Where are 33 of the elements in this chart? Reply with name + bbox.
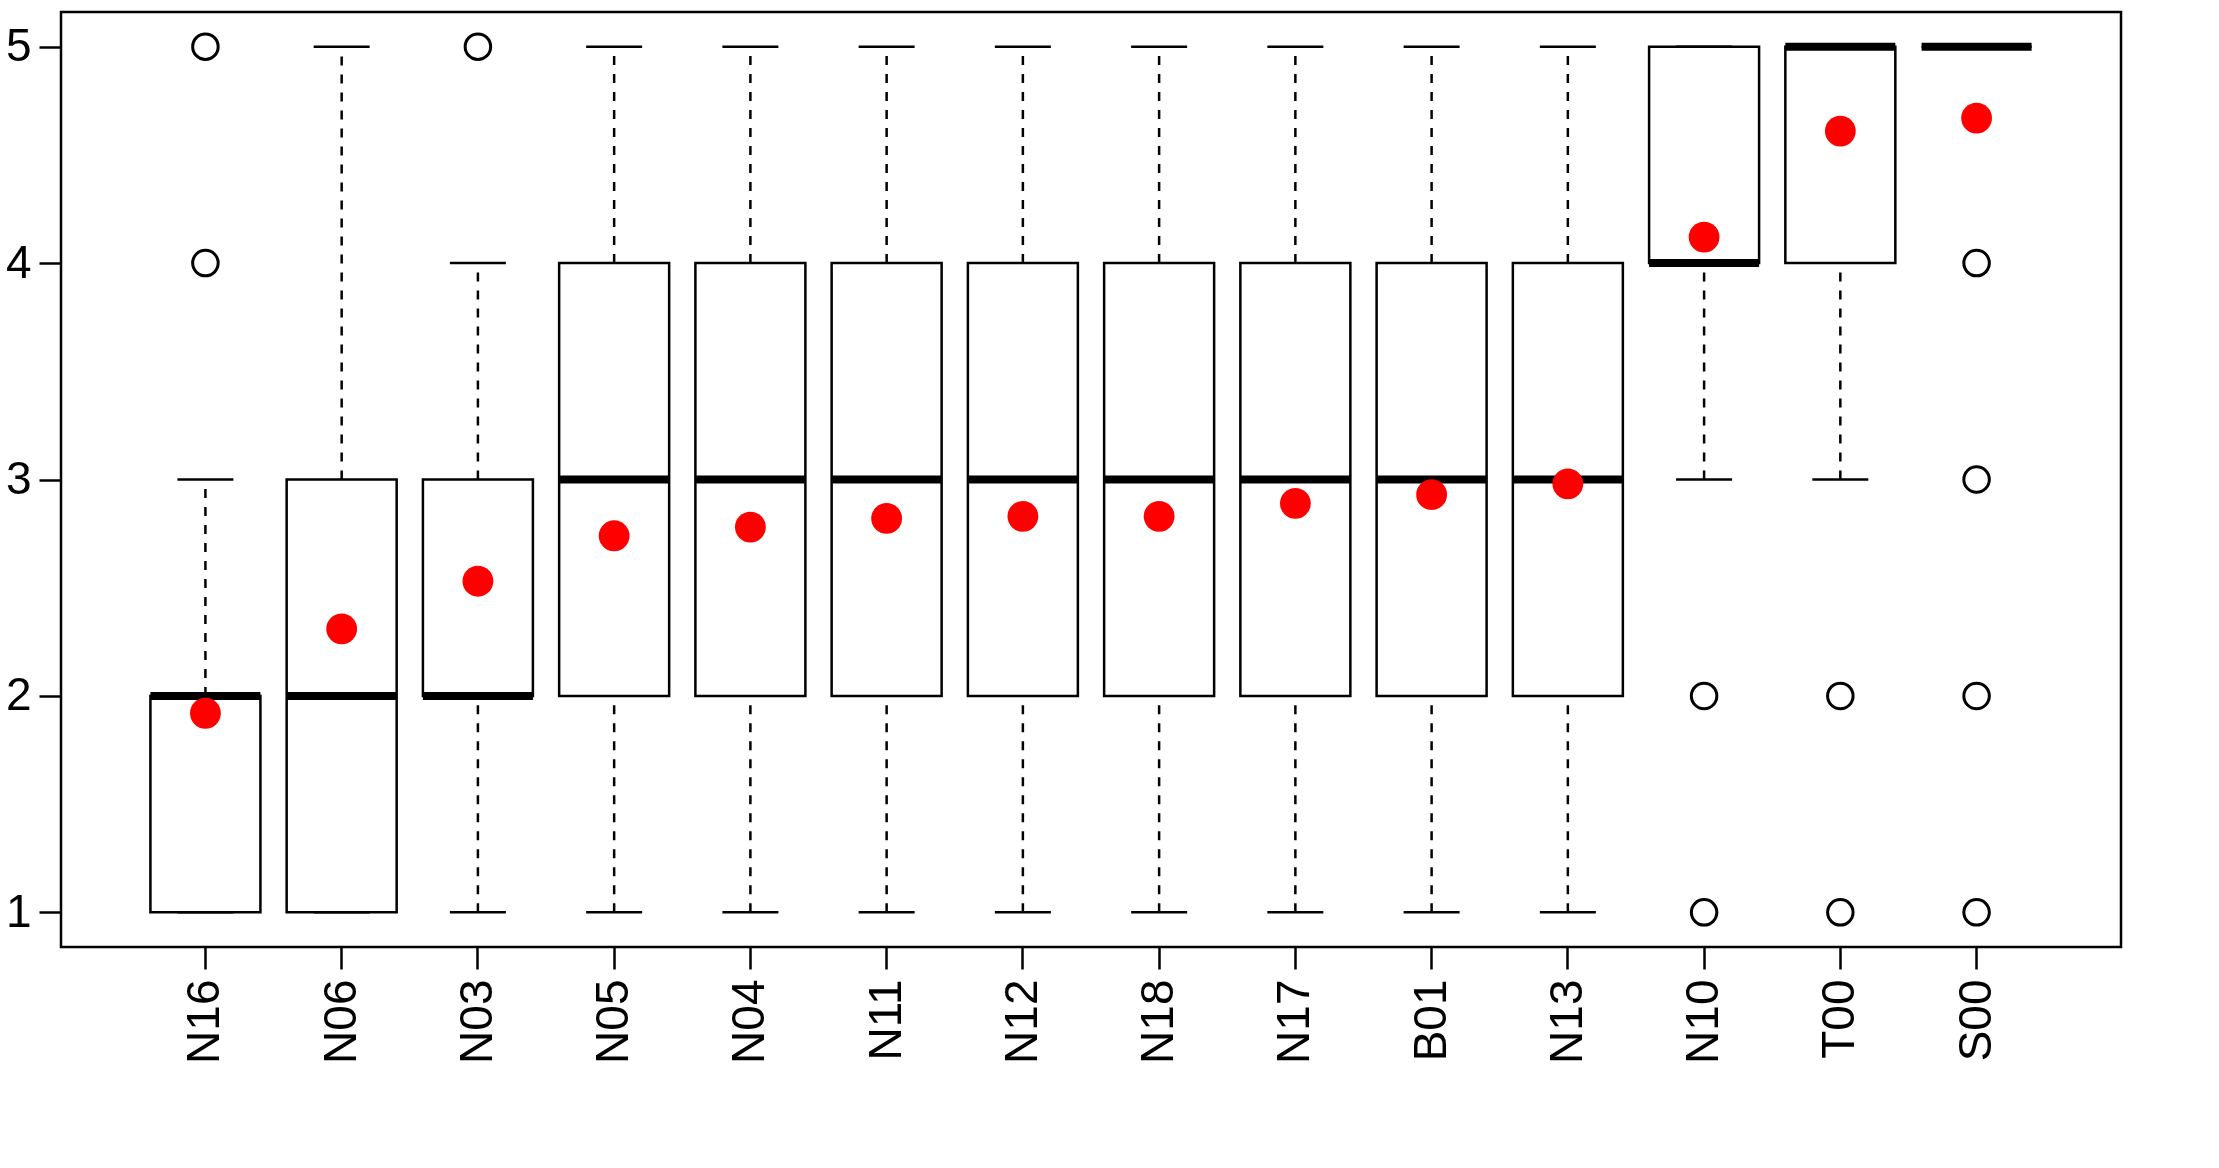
point xyxy=(871,503,903,534)
x-tick-label: N04 xyxy=(722,979,775,1064)
point xyxy=(190,697,221,729)
x-tick-label: N18 xyxy=(1131,979,1184,1064)
x-tick-label: N03 xyxy=(449,979,502,1064)
x-tick-label: B01 xyxy=(1403,979,1456,1062)
point xyxy=(1143,500,1175,532)
x-tick-label: N16 xyxy=(177,979,230,1064)
point xyxy=(1416,479,1448,511)
x-tick-label: N10 xyxy=(1676,979,1729,1064)
x-tick-label: N17 xyxy=(1267,979,1320,1064)
point xyxy=(1688,221,1720,253)
point xyxy=(1961,102,1992,134)
point xyxy=(326,613,358,645)
x-tick-label: N12 xyxy=(994,979,1047,1064)
point xyxy=(1824,115,1856,147)
x-tick-label: N11 xyxy=(858,979,911,1061)
point xyxy=(1007,500,1039,532)
y-tick-label: 3 xyxy=(5,452,32,504)
y-tick-label: 1 xyxy=(5,884,32,937)
point xyxy=(1279,487,1311,519)
point xyxy=(1552,468,1584,500)
x-tick-label: T00 xyxy=(1812,979,1865,1059)
point xyxy=(598,520,630,552)
y-tick-label: 2 xyxy=(5,668,32,721)
x-tick-label: N06 xyxy=(313,979,366,1064)
point xyxy=(462,565,494,597)
x-tick-label: N13 xyxy=(1539,979,1592,1064)
x-tick-label: S00 xyxy=(1948,979,2001,1062)
x-tick-label: N05 xyxy=(586,979,639,1064)
point xyxy=(734,511,766,543)
y-tick-label: 5 xyxy=(5,19,32,72)
y-tick-label: 4 xyxy=(5,235,32,288)
